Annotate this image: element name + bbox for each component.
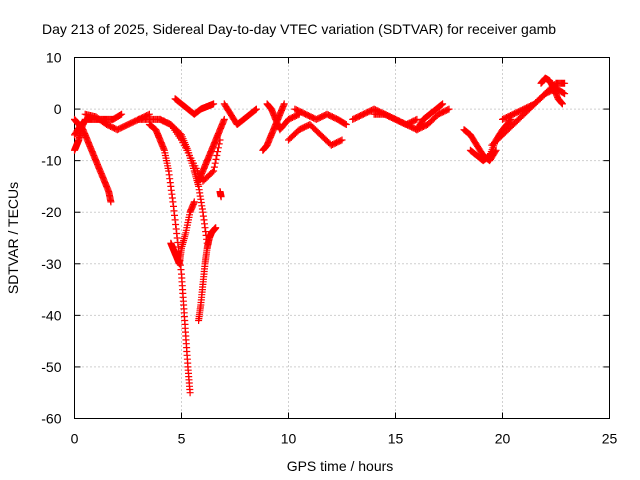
data-point bbox=[561, 90, 569, 98]
data-point bbox=[280, 100, 288, 108]
y-tick-label: -30 bbox=[41, 256, 61, 272]
x-tick-label: 10 bbox=[281, 431, 297, 447]
data-point bbox=[439, 100, 447, 108]
data-point bbox=[413, 115, 421, 123]
series-arc-15 bbox=[263, 100, 303, 134]
x-tick-label: 20 bbox=[495, 431, 511, 447]
data-point bbox=[210, 167, 218, 175]
y-tick-label: -50 bbox=[41, 359, 61, 375]
data-point bbox=[107, 198, 115, 206]
series-arc-24 bbox=[499, 79, 569, 123]
data-point bbox=[558, 100, 566, 108]
series-arc-6 bbox=[167, 198, 198, 268]
series-arc-5 bbox=[145, 121, 194, 397]
data-point bbox=[213, 152, 221, 159]
data-point bbox=[338, 136, 346, 144]
series-arc-10 bbox=[195, 115, 228, 185]
x-axis-label: GPS time / hours bbox=[287, 458, 394, 474]
data-marks bbox=[71, 74, 569, 397]
data-point bbox=[117, 111, 124, 119]
series-arc-16 bbox=[285, 121, 346, 149]
data-point bbox=[337, 137, 345, 145]
y-tick-label: -10 bbox=[41, 153, 61, 169]
plot-frame bbox=[74, 57, 610, 419]
data-point bbox=[210, 100, 218, 108]
data-point bbox=[342, 121, 350, 128]
data-point bbox=[118, 110, 126, 118]
y-tick-label: -40 bbox=[41, 307, 61, 323]
data-point bbox=[214, 144, 222, 152]
data-point bbox=[217, 193, 225, 201]
y-tick-label: 10 bbox=[46, 50, 62, 66]
series-arc-12 bbox=[216, 188, 225, 201]
series-arc-13 bbox=[220, 100, 260, 128]
series-arc-25 bbox=[537, 74, 566, 108]
series-arc-20 bbox=[413, 100, 447, 134]
data-point bbox=[186, 389, 194, 397]
data-point bbox=[190, 198, 198, 206]
data-point bbox=[252, 105, 260, 113]
x-tick-label: 0 bbox=[71, 431, 79, 447]
chart-title: Day 213 of 2025, Sidereal Day-to-day VTE… bbox=[42, 21, 556, 37]
data-point bbox=[214, 148, 222, 156]
data-point bbox=[212, 155, 220, 163]
data-point bbox=[211, 159, 219, 167]
data-point bbox=[445, 105, 453, 113]
y-tick-label: -60 bbox=[41, 411, 61, 427]
x-tick-label: 15 bbox=[388, 431, 404, 447]
data-point bbox=[212, 224, 220, 232]
series-arc-17 bbox=[291, 105, 350, 128]
y-tick-label: 0 bbox=[54, 101, 62, 117]
y-tick-label: -20 bbox=[41, 204, 61, 220]
tick-labels: 0 5 10 15 20 25 10 0 -10 -20 -30 -40 -50 -60 bbox=[41, 50, 617, 447]
series-arc-11 bbox=[171, 95, 218, 118]
data-point bbox=[220, 115, 228, 123]
series-arc-9 bbox=[195, 224, 220, 324]
data-point bbox=[561, 79, 569, 87]
x-tick-label: 25 bbox=[602, 431, 618, 447]
data-point bbox=[438, 101, 446, 109]
data-point bbox=[208, 168, 216, 176]
y-axis-label: SDTVAR / TECUs bbox=[5, 182, 21, 294]
data-point bbox=[210, 163, 218, 171]
data-point bbox=[251, 106, 259, 114]
x-tick-label: 5 bbox=[178, 431, 186, 447]
